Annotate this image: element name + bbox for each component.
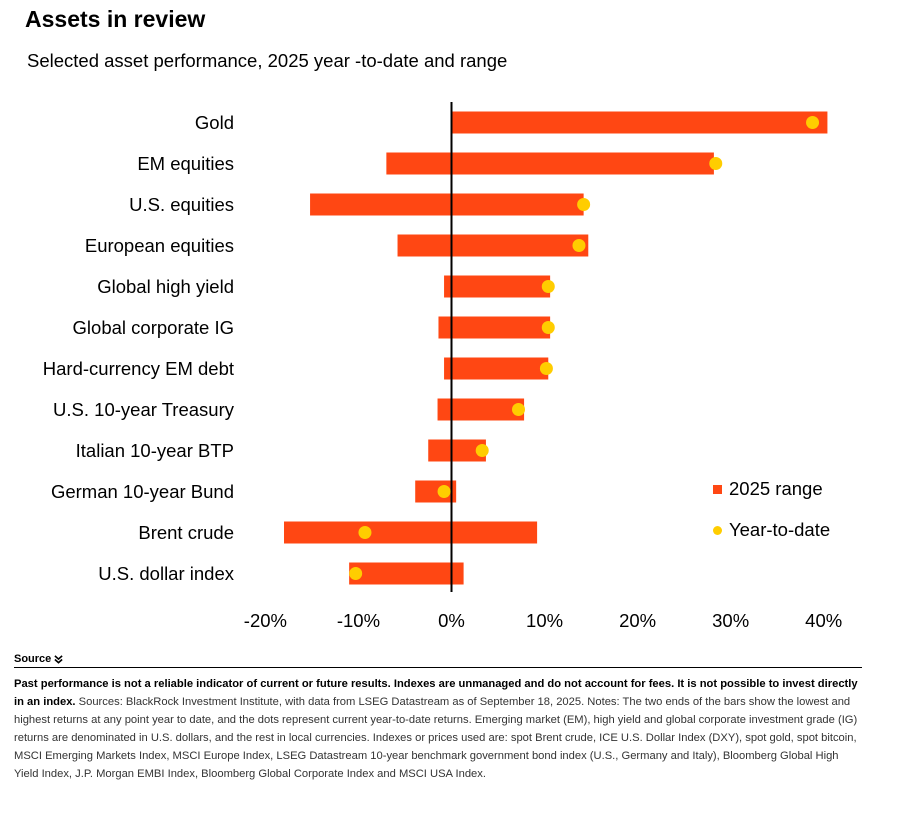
ytd-dot — [806, 116, 820, 129]
category-label: Hard-currency EM debt — [43, 358, 234, 379]
ytd-dot — [437, 485, 451, 498]
legend-label-ytd: Year-to-date — [729, 519, 831, 540]
legend-swatch-ytd — [713, 525, 722, 535]
source-toggle[interactable]: Source — [14, 653, 63, 665]
category-label: U.S. equities — [129, 194, 234, 215]
category-label: Global corporate IG — [73, 317, 234, 338]
range-bar — [386, 152, 714, 175]
legend-label-range: 2025 range — [729, 478, 823, 499]
chart-subtitle: Selected asset performance, 2025 year -t… — [27, 50, 508, 71]
range-bar — [349, 562, 464, 585]
source-label: Source — [14, 653, 52, 665]
legend-item-ytd: Year-to-date — [713, 519, 830, 541]
range-bar — [438, 316, 551, 339]
category-label: German 10-year Bund — [51, 481, 234, 502]
range-bar — [284, 521, 538, 544]
range-bar — [428, 439, 486, 462]
ytd-dot — [572, 239, 586, 252]
category-label: Italian 10-year BTP — [76, 440, 234, 461]
ytd-dot — [475, 444, 489, 457]
ytd-dot — [541, 280, 555, 293]
disclaimer-text: Past performance is not a reliable indic… — [14, 678, 858, 709]
category-label: European equities — [85, 235, 234, 256]
range-bar — [451, 111, 828, 134]
x-tick-label: -20% — [244, 610, 287, 631]
chart-title: Assets in review — [25, 6, 206, 32]
legend-item-range: 2025 range — [713, 478, 823, 500]
ytd-dot — [539, 362, 553, 375]
range-bar — [444, 275, 551, 298]
ytd-dot — [358, 526, 372, 539]
range-bar — [444, 357, 549, 380]
ytd-dot — [349, 567, 363, 580]
ytd-dot — [709, 157, 723, 170]
source-notes: Past performance is not a reliable indic… — [14, 675, 864, 784]
ytd-dot — [541, 321, 555, 334]
ytd-dot — [511, 403, 525, 416]
ytd-dot — [577, 198, 591, 211]
range-bar-chart: Gold EM equities U.S. equities European equ… — [43, 102, 842, 631]
legend-swatch-range — [713, 484, 722, 494]
range-bar — [397, 234, 589, 257]
x-tick-label: 40% — [805, 610, 842, 631]
chevron-down-double-icon — [54, 654, 63, 664]
x-tick-label: 30% — [712, 610, 749, 631]
x-tick-label: 20% — [619, 610, 656, 631]
x-tick-label: -10% — [337, 610, 380, 631]
category-label: EM equities — [137, 153, 234, 174]
category-label: U.S. dollar index — [98, 563, 234, 584]
x-tick-label: 10% — [526, 610, 563, 631]
divider — [14, 667, 862, 668]
range-bar — [437, 398, 525, 421]
notes-text: Sources: BlackRock Investment Institute,… — [14, 696, 858, 781]
x-tick-label: 0% — [438, 610, 465, 631]
category-label: Brent crude — [138, 522, 234, 543]
category-label: U.S. 10-year Treasury — [53, 399, 235, 420]
category-label: Gold — [195, 112, 234, 133]
range-bar — [310, 193, 584, 216]
category-label: Global high yield — [97, 276, 234, 297]
